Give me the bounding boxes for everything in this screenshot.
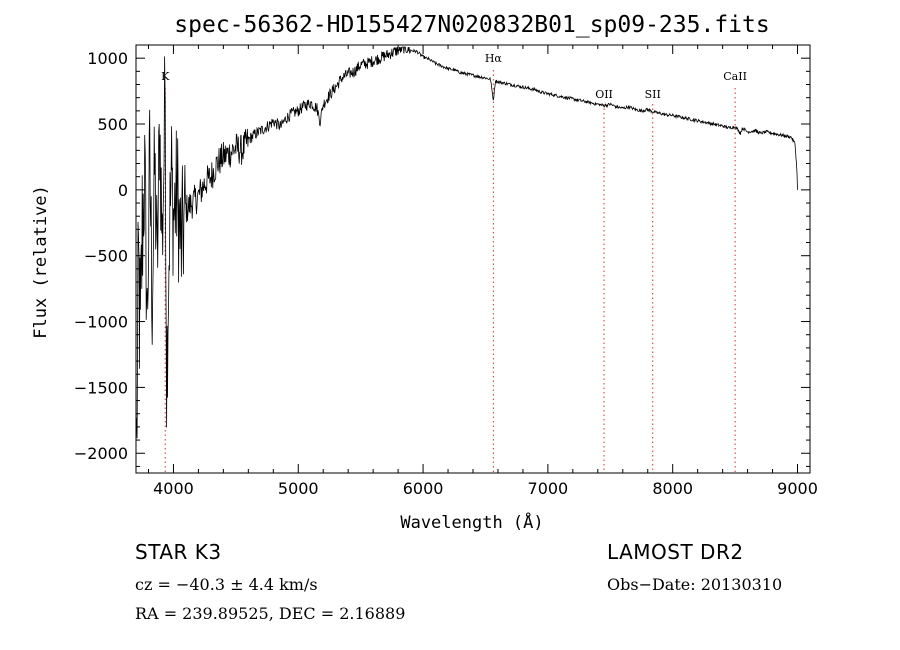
emission-line-markers: K Hα OII SII CaII	[161, 52, 747, 473]
y-axis-label: Flux (relative)	[31, 185, 51, 339]
plot-frame	[135, 44, 811, 474]
survey-name: LAMOST DR2	[607, 540, 744, 564]
y-tick-label-1: −1500	[74, 378, 128, 397]
line-label-4: CaII	[723, 70, 747, 83]
y-tick-label-2: −1000	[74, 313, 128, 332]
line-label-3: SII	[645, 88, 661, 101]
line-label-1: Hα	[485, 52, 503, 65]
coordinates-readout: RA = 239.89525, DEC = 2.16889	[135, 604, 406, 623]
x-tick-label-4: 8000	[652, 479, 693, 498]
flux-series	[136, 46, 798, 439]
y-tick-label-6: 1000	[87, 49, 128, 68]
y-tick-label-4: 0	[118, 181, 128, 200]
redshift-readout: cz = −40.3 ± 4.4 km/s	[135, 575, 318, 594]
x-axis-label: Wavelength (Å)	[400, 511, 543, 533]
chart-title: spec-56362-HD155427N020832B01_sp09-235.f…	[174, 12, 769, 38]
line-label-0: K	[161, 70, 170, 83]
axis-ticks	[136, 44, 810, 473]
line-label-2: OII	[595, 88, 613, 101]
x-tick-label-5: 9000	[777, 479, 818, 498]
x-tick-labels: 4000 5000 6000 7000 8000 9000	[153, 479, 818, 498]
x-tick-label-2: 6000	[403, 479, 444, 498]
y-tick-label-5: 500	[97, 115, 128, 134]
flux-line	[136, 46, 798, 439]
object-class: STAR K3	[135, 540, 222, 564]
observation-date: Obs−Date: 20130310	[607, 575, 783, 594]
y-tick-label-3: −500	[84, 247, 128, 266]
y-tick-labels: −2000 −1500 −1000 −500 0 500 1000	[74, 49, 128, 463]
x-tick-label-1: 5000	[278, 479, 319, 498]
x-tick-label-3: 7000	[528, 479, 569, 498]
y-tick-label-0: −2000	[74, 444, 128, 463]
x-tick-label-0: 4000	[153, 479, 194, 498]
